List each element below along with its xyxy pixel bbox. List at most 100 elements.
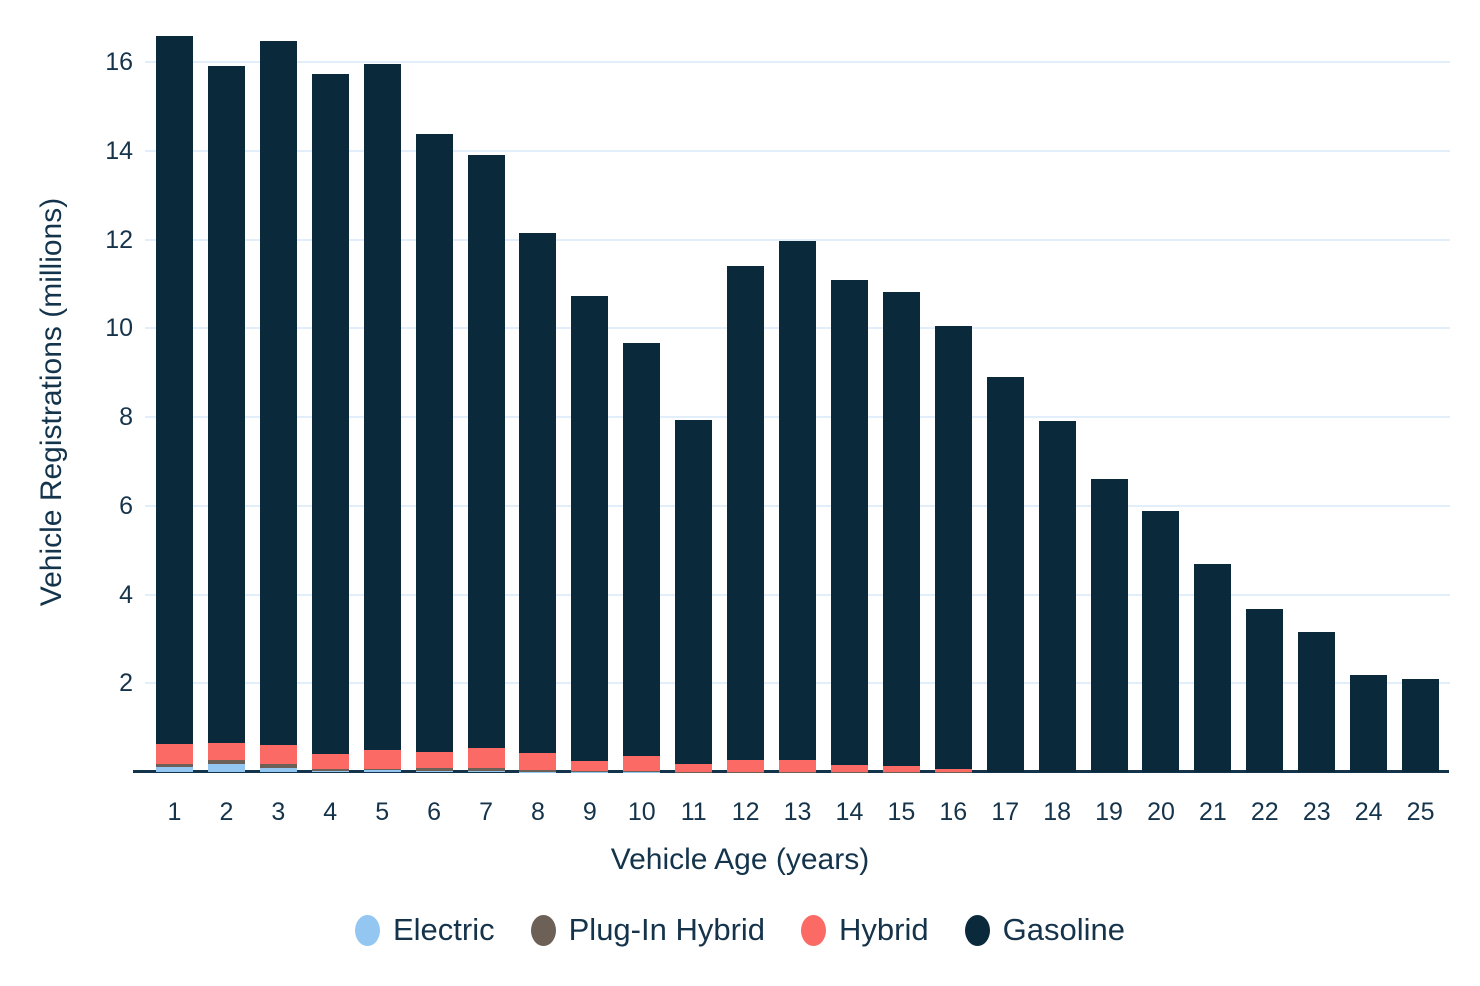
x-tick-label-18: 18 [1043,798,1072,826]
bar-segment-electric-age-3[interactable] [259,768,297,772]
bar-segment-gasoline-age-22[interactable] [1246,609,1284,772]
x-tick-label-13: 13 [783,798,812,826]
y-tick-label-10: 10 [105,314,133,343]
x-tick-label-22: 22 [1250,798,1279,826]
x-tick-label-2: 2 [219,798,234,826]
bar-segment-gasoline-age-13[interactable] [779,240,817,760]
x-tick-label-23: 23 [1302,798,1331,826]
bar-segment-hybrid-age-12[interactable] [727,760,765,772]
bar-segment-hybrid-age-5[interactable] [363,750,401,769]
bar-segment-hybrid-age-4[interactable] [311,753,349,769]
bar-segment-hybrid-age-7[interactable] [467,747,505,769]
x-tick-label-25: 25 [1406,798,1435,826]
bar-segment-gasoline-age-16[interactable] [934,325,972,770]
x-tick-label-4: 4 [323,798,338,826]
bar-segment-gasoline-age-4[interactable] [311,74,349,754]
legend-swatch-hybrid-icon [801,914,827,946]
bar-segment-gasoline-age-19[interactable] [1090,479,1128,772]
x-tick-label-7: 7 [479,798,493,826]
bar-segment-gasoline-age-7[interactable] [467,155,505,748]
bar-segment-gasoline-age-17[interactable] [986,377,1024,772]
x-axis-title: Vehicle Age (years) [610,843,870,876]
bar-segment-plug-in-hybrid-age-2[interactable] [207,760,245,764]
bar-segment-hybrid-age-2[interactable] [207,742,245,761]
bar-segment-gasoline-age-18[interactable] [1038,421,1076,772]
legend-item-hybrid[interactable]: Hybrid [801,908,929,952]
bar-segment-gasoline-age-12[interactable] [727,266,765,760]
bar-segment-plug-in-hybrid-age-6[interactable] [415,768,453,772]
bar-segment-plug-in-hybrid-age-5[interactable] [363,768,401,771]
bar-segment-gasoline-age-14[interactable] [830,279,868,765]
bar-segment-gasoline-age-8[interactable] [519,233,557,754]
y-tick-label-2: 2 [119,669,133,698]
bar-segment-electric-age-1[interactable] [156,766,193,772]
gridline-y-14 [145,149,1450,152]
bar-segment-gasoline-age-20[interactable] [1142,510,1180,772]
legend-swatch-gasoline-icon [964,914,990,946]
y-tick-label-16: 16 [105,48,133,77]
legend-item-gasoline[interactable]: Gasoline [964,908,1125,952]
bar-segment-plug-in-hybrid-age-3[interactable] [259,764,297,769]
y-tick-label-14: 14 [105,136,133,165]
x-tick-label-24: 24 [1354,798,1383,826]
gridline-y-16 [145,61,1450,64]
bar-segment-plug-in-hybrid-age-8[interactable] [519,769,557,772]
bar-segment-electric-age-6[interactable] [415,771,453,772]
bar-segment-hybrid-age-14[interactable] [830,764,868,772]
legend-label-plug-in-hybrid: Plug-In Hybrid [568,912,766,947]
legend-item-electric[interactable]: Electric [354,908,495,952]
bar-segment-electric-age-7[interactable] [467,771,505,772]
bar-segment-gasoline-age-24[interactable] [1350,674,1388,772]
y-tick-label-6: 6 [119,491,133,520]
bar-segment-gasoline-age-15[interactable] [882,291,920,767]
bar-segment-plug-in-hybrid-age-9[interactable] [571,770,609,772]
bar-segment-electric-age-5[interactable] [363,770,401,772]
bar-segment-gasoline-age-10[interactable] [623,343,661,757]
x-tick-label-21: 21 [1198,798,1227,826]
bar-segment-hybrid-age-13[interactable] [779,760,817,772]
x-tick-label-10: 10 [627,798,656,826]
bar-segment-hybrid-age-11[interactable] [675,764,713,772]
gridline-y-12 [145,238,1450,241]
bar-segment-electric-age-4[interactable] [311,770,349,772]
bar-segment-plug-in-hybrid-age-7[interactable] [467,768,505,772]
bar-segment-electric-age-2[interactable] [207,764,245,772]
bar-segment-gasoline-age-9[interactable] [571,295,609,762]
legend-swatch-electric-icon [354,914,380,946]
x-tick-label-3: 3 [271,798,286,826]
x-tick-label-17: 17 [991,798,1020,826]
bar-segment-gasoline-age-2[interactable] [207,66,245,743]
legend-swatch-plug-in-hybrid-icon [530,914,556,946]
bar-segment-gasoline-age-3[interactable] [259,41,297,746]
bar-segment-hybrid-age-8[interactable] [519,753,557,770]
bar-segment-gasoline-age-5[interactable] [363,64,401,751]
bar-segment-hybrid-age-6[interactable] [415,752,453,769]
bar-segment-plug-in-hybrid-age-10[interactable] [623,770,661,772]
bar-segment-gasoline-age-25[interactable] [1402,679,1440,772]
bar-segment-hybrid-age-1[interactable] [156,743,193,764]
bar-segment-hybrid-age-10[interactable] [623,756,661,771]
bar-segment-gasoline-age-11[interactable] [675,420,713,764]
x-tick-label-1: 1 [167,798,182,826]
x-tick-label-12: 12 [731,798,760,826]
x-tick-label-15: 15 [887,798,916,826]
x-tick-label-16: 16 [939,798,968,826]
bar-segment-hybrid-age-3[interactable] [259,745,297,764]
bar-segment-gasoline-age-1[interactable] [156,36,193,744]
legend: Electric Plug-In Hybrid Hybrid Gasoline [0,908,1480,952]
bar-segment-plug-in-hybrid-age-1[interactable] [156,763,193,767]
bar-segment-gasoline-age-6[interactable] [415,134,453,753]
legend-label-hybrid: Hybrid [839,912,929,947]
bar-segment-plug-in-hybrid-age-4[interactable] [311,768,349,771]
bar-segment-hybrid-age-15[interactable] [882,766,920,772]
bar-segment-hybrid-age-16[interactable] [934,769,972,772]
legend-item-plug-in-hybrid[interactable]: Plug-In Hybrid [530,908,766,952]
bar-segment-gasoline-age-21[interactable] [1194,563,1232,772]
bar-segment-hybrid-age-9[interactable] [571,761,609,771]
bar-segment-gasoline-age-23[interactable] [1298,632,1336,772]
x-tick-label-19: 19 [1095,798,1123,826]
y-axis-title: Vehicle Registrations (millions) [35,197,68,607]
x-tick-label-14: 14 [835,798,864,826]
x-tick-label-6: 6 [427,798,442,826]
